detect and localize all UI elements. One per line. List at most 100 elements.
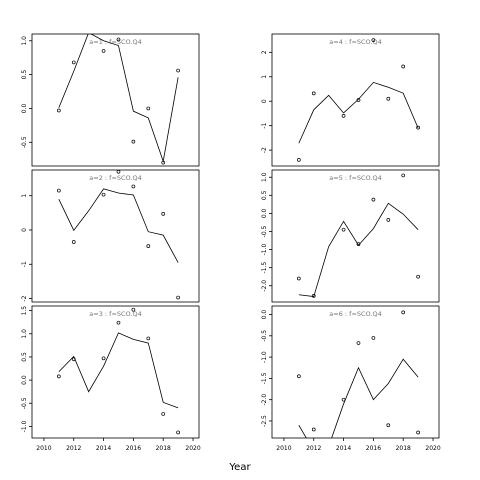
panel-data xyxy=(56,307,180,435)
x-tick-label: 2014 xyxy=(96,445,111,452)
y-tick-label: -0.5 xyxy=(261,330,268,342)
observed-point xyxy=(176,430,180,435)
observed-point xyxy=(311,427,316,432)
observed-point xyxy=(131,307,136,312)
x-tick-label: 2012 xyxy=(306,445,321,452)
observed-point xyxy=(71,357,76,362)
y-tick-label: 1 xyxy=(261,75,268,79)
fitted-line xyxy=(58,34,179,163)
panel-title: a=4 : f=SCO.Q4 xyxy=(329,38,381,46)
y-tick-label: 0.0 xyxy=(21,375,28,385)
observed-point xyxy=(146,244,151,248)
observed-point xyxy=(356,341,361,345)
panel-data xyxy=(56,34,180,165)
observed-point xyxy=(146,336,151,341)
y-tick-label: 0 xyxy=(21,228,28,232)
observed-point xyxy=(371,38,376,42)
observed-point xyxy=(101,49,106,53)
panel-data xyxy=(56,170,180,300)
y-tick-label: 0.0 xyxy=(261,208,268,218)
y-tick-label: -0.5 xyxy=(21,397,28,409)
observed-point xyxy=(416,125,420,130)
y-tick-label: 0.0 xyxy=(21,104,28,114)
fitted-line xyxy=(298,358,419,438)
y-tick-label: -1.5 xyxy=(261,372,268,384)
y-tick-label: 2 xyxy=(261,50,268,54)
observed-point xyxy=(161,160,166,165)
panel-1: a=1 : f=SCO.Q4 -0.5 0.0 0.5 1.0 xyxy=(21,33,200,167)
observed-point xyxy=(341,114,346,118)
observed-point xyxy=(161,412,166,416)
observed-point xyxy=(116,37,121,42)
observed-point xyxy=(416,430,420,435)
observed-point xyxy=(146,106,151,111)
observed-point xyxy=(416,274,420,279)
panel-title: a=1 : f=SCO.Q4 xyxy=(89,38,141,46)
observed-point xyxy=(296,374,301,379)
panel-title: a=5 : f=SCO.Q4 xyxy=(329,174,381,182)
observed-point xyxy=(71,240,76,244)
observed-point xyxy=(371,336,376,340)
panel-frame xyxy=(31,33,200,167)
observed-point xyxy=(401,173,406,178)
observed-point xyxy=(116,320,121,325)
panel-data xyxy=(296,310,420,438)
panel-5: a=5 : f=SCO.Q4 -2.0 -1.5 -1.0 -0.5 0.0 0.5 1.0 xyxy=(261,169,440,303)
x-tick-label: 2010 xyxy=(276,445,291,452)
observed-point xyxy=(356,98,361,102)
panel-data xyxy=(296,38,420,162)
panel-frame xyxy=(271,33,440,167)
observed-point xyxy=(341,227,346,232)
y-tick-label: -2.0 xyxy=(261,394,268,406)
panel-title: a=3 : f=SCO.Q4 xyxy=(89,310,141,318)
observed-point xyxy=(371,197,376,202)
panel-6: a=6 : f=SCO.Q4 -2.5 -2.0 -1.5 -1.0 -0.5 0.0 201… xyxy=(261,305,441,452)
observed-point xyxy=(56,188,61,193)
y-tick-label: 0 xyxy=(261,99,268,103)
y-tick-label: -0.5 xyxy=(21,136,28,148)
observed-point xyxy=(71,60,76,65)
observed-point xyxy=(386,423,391,428)
y-tick-label: -2 xyxy=(261,147,268,153)
observed-point xyxy=(161,212,166,216)
x-tick-label: 2016 xyxy=(366,445,381,452)
observed-point xyxy=(56,108,61,113)
observed-point xyxy=(116,170,121,174)
x-tick-label: 2016 xyxy=(126,445,141,452)
x-tick-label: 2010 xyxy=(36,445,51,452)
panel-3: a=3 : f=SCO.Q4 -1.0 -0.5 0.0 0.5 1.0 1.5 2010 20… xyxy=(21,305,201,452)
observed-point xyxy=(311,294,316,298)
observed-point xyxy=(401,310,406,315)
panel-title: a=2 : f=SCO.Q4 xyxy=(89,174,141,182)
x-tick-label: 2018 xyxy=(156,445,171,452)
y-tick-label: -2 xyxy=(21,295,28,301)
y-tick-label: 0.0 xyxy=(261,310,268,320)
fitted-line xyxy=(58,332,179,409)
observed-point xyxy=(101,356,106,361)
observed-point xyxy=(311,91,316,96)
y-tick-label: 1.0 xyxy=(21,329,28,339)
y-tick-label: 1.0 xyxy=(21,36,28,46)
panel-title: a=6 : f=SCO.Q4 xyxy=(329,310,381,318)
y-tick-label: -2.5 xyxy=(261,415,268,427)
observed-point xyxy=(386,96,391,101)
y-tick-label: -1 xyxy=(21,261,28,267)
y-tick-label: 1.5 xyxy=(21,306,28,316)
observed-point xyxy=(356,242,361,246)
y-tick-label: 1 xyxy=(21,194,28,198)
observed-point xyxy=(296,158,301,162)
fitted-line xyxy=(298,81,419,144)
y-tick-label: -1.0 xyxy=(261,351,268,363)
observed-point xyxy=(296,276,301,281)
fitted-line xyxy=(58,188,179,263)
y-tick-label: -0.5 xyxy=(261,225,268,237)
x-tick-label: 2018 xyxy=(396,445,411,452)
x-tick-label: 2020 xyxy=(425,445,440,452)
y-tick-label: -1.0 xyxy=(261,244,268,256)
panel-frame xyxy=(31,305,200,439)
y-tick-label: 1.0 xyxy=(261,172,268,182)
x-tick-label: 2014 xyxy=(336,445,351,452)
y-tick-label: -1.5 xyxy=(261,262,268,274)
y-tick-label: -2.0 xyxy=(261,280,268,292)
